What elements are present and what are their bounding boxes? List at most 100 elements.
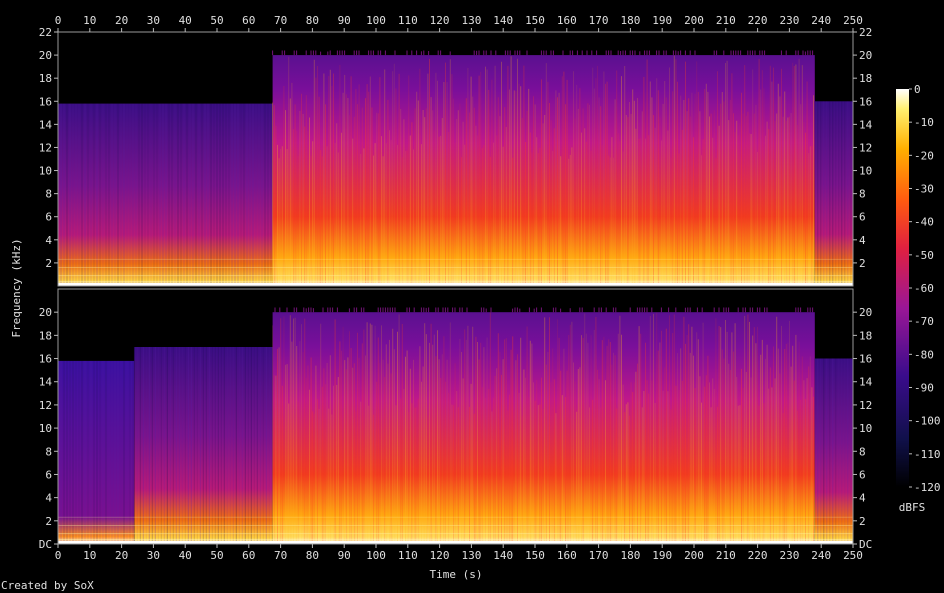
channel-2-y-tick-right: 10: [859, 422, 872, 435]
x-tick-bottom: 240: [811, 549, 831, 562]
x-tick-top: 70: [274, 14, 287, 27]
channel-1-y-tick-left: 14: [39, 118, 53, 131]
channel-1-y-tick-left: 22: [39, 26, 52, 39]
channel-1-y-tick-right: 6: [859, 211, 866, 224]
x-tick-top: 0: [55, 14, 62, 27]
channel-2-y-tick-right: 2: [859, 515, 866, 528]
channel-2-y-tick-left: 4: [45, 492, 52, 505]
x-tick-bottom: 30: [147, 549, 160, 562]
x-tick-bottom: 100: [366, 549, 386, 562]
channel-2-y-tick-left: 18: [39, 329, 52, 342]
channel-1-y-tick-left: 20: [39, 49, 52, 62]
x-tick-top: 60: [242, 14, 255, 27]
channel-1-y-tick-right: 16: [859, 95, 872, 108]
colorbar-tick: -90: [914, 382, 934, 395]
colorbar-tick: 0: [914, 83, 921, 96]
channel-1-y-tick-left: 8: [45, 188, 52, 201]
colorbar: 0 -10 -20 -30 -40 -50 -60 -70 -80 -90 -100 -110 -120: [896, 83, 941, 494]
channel-1-segment-1: [58, 103, 273, 286]
x-tick-top: 110: [398, 14, 418, 27]
channel-1-y-tick-right: 14: [859, 118, 873, 131]
channel-2-y-tick-right: 8: [859, 445, 866, 458]
colorbar-tick: -70: [914, 315, 934, 328]
channel-1-spectrogram: [57, 50, 853, 286]
colorbar-tick: -10: [914, 116, 934, 129]
channel-2-y-tick-right: 12: [859, 399, 872, 412]
channel-1-y-tick-right: 2: [859, 257, 866, 270]
channel-2-y-tick-right: 4: [859, 492, 866, 505]
x-tick-top: 170: [589, 14, 609, 27]
x-tick-top: 180: [620, 14, 640, 27]
x-tick-bottom: 40: [179, 549, 192, 562]
x-tick-top: 240: [811, 14, 831, 27]
channel-2-y-tick-left: 20: [39, 306, 52, 319]
x-tick-bottom: 70: [274, 549, 287, 562]
x-tick-bottom: 150: [525, 549, 545, 562]
x-tick-bottom: 170: [589, 549, 609, 562]
x-tick-top: 90: [338, 14, 351, 27]
x-tick-top: 220: [748, 14, 768, 27]
channel-2-y-tick-right: 16: [859, 353, 872, 366]
channel-2-y-tick-right: DC: [859, 538, 872, 551]
channel-1-y-tick-right: 10: [859, 165, 872, 178]
colorbar-tick: -110: [914, 448, 941, 461]
channel-1-y-tick-right: 8: [859, 188, 866, 201]
x-tick-top: 200: [684, 14, 704, 27]
x-tick-bottom: 50: [210, 549, 223, 562]
channel-1-y-tick-left: 10: [39, 165, 52, 178]
x-tick-bottom: 140: [493, 549, 513, 562]
channel-1-y-tick-right: 18: [859, 72, 872, 85]
colorbar-tick: -120: [914, 481, 941, 494]
channel-2-y-tick-right: 6: [859, 469, 866, 482]
channel-1-y-tick-left: 16: [39, 95, 52, 108]
x-tick-bottom: 160: [557, 549, 577, 562]
channel-2-frame: [57, 288, 854, 545]
colorbar-tick: -50: [914, 249, 934, 262]
x-tick-bottom: 210: [716, 549, 736, 562]
channel-2-spectrogram: [57, 307, 853, 544]
x-tick-bottom: 110: [398, 549, 418, 562]
channel-2-y-tick-right: 20: [859, 306, 872, 319]
x-tick-bottom: 120: [430, 549, 450, 562]
x-tick-top: 40: [179, 14, 192, 27]
channel-1-frame: [57, 31, 854, 287]
channel-2-y-tick-right: 14: [859, 376, 873, 389]
x-tick-top: 210: [716, 14, 736, 27]
channel-1-y-tick-right: 4: [859, 234, 866, 247]
channel-1-y-tick-left: 18: [39, 72, 52, 85]
x-tick-bottom: 10: [83, 549, 96, 562]
x-tick-top: 250: [843, 14, 863, 27]
x-tick-top: 50: [210, 14, 223, 27]
channel-1-y-tick-left: 6: [45, 211, 52, 224]
x-tick-top: 140: [493, 14, 513, 27]
channel-1-y-tick-left: 2: [45, 257, 52, 270]
x-tick-top: 10: [83, 14, 96, 27]
channel-1-y-tick-right: 12: [859, 142, 872, 155]
colorbar-tick: -30: [914, 183, 934, 196]
x-axis-label: Time (s): [430, 568, 483, 581]
channel-2-y-tick-left: DC: [39, 538, 52, 551]
channel-2-y-tick-left: 16: [39, 353, 52, 366]
x-tick-top: 120: [430, 14, 450, 27]
colorbar-tick: -100: [914, 415, 941, 428]
colorbar-label: dBFS: [899, 501, 926, 514]
colorbar-gradient: [896, 89, 909, 487]
x-tick-bottom: 250: [843, 549, 863, 562]
x-tick-bottom: 60: [242, 549, 255, 562]
x-tick-top: 190: [652, 14, 672, 27]
spectrogram-panels: [57, 50, 853, 544]
channel-2-segment-3: [272, 312, 815, 544]
x-tick-top: 30: [147, 14, 160, 27]
colorbar-tick: -80: [914, 348, 934, 361]
x-tick-top: 130: [461, 14, 481, 27]
x-tick-top: 150: [525, 14, 545, 27]
channel-2-y-tick-left: 14: [39, 376, 53, 389]
channel-1-segment-2: [272, 55, 815, 286]
x-tick-top: 230: [779, 14, 799, 27]
x-tick-top: 160: [557, 14, 577, 27]
x-tick-bottom: 20: [115, 549, 128, 562]
channel-2-y-tick-left: 2: [45, 515, 52, 528]
x-tick-bottom: 230: [779, 549, 799, 562]
